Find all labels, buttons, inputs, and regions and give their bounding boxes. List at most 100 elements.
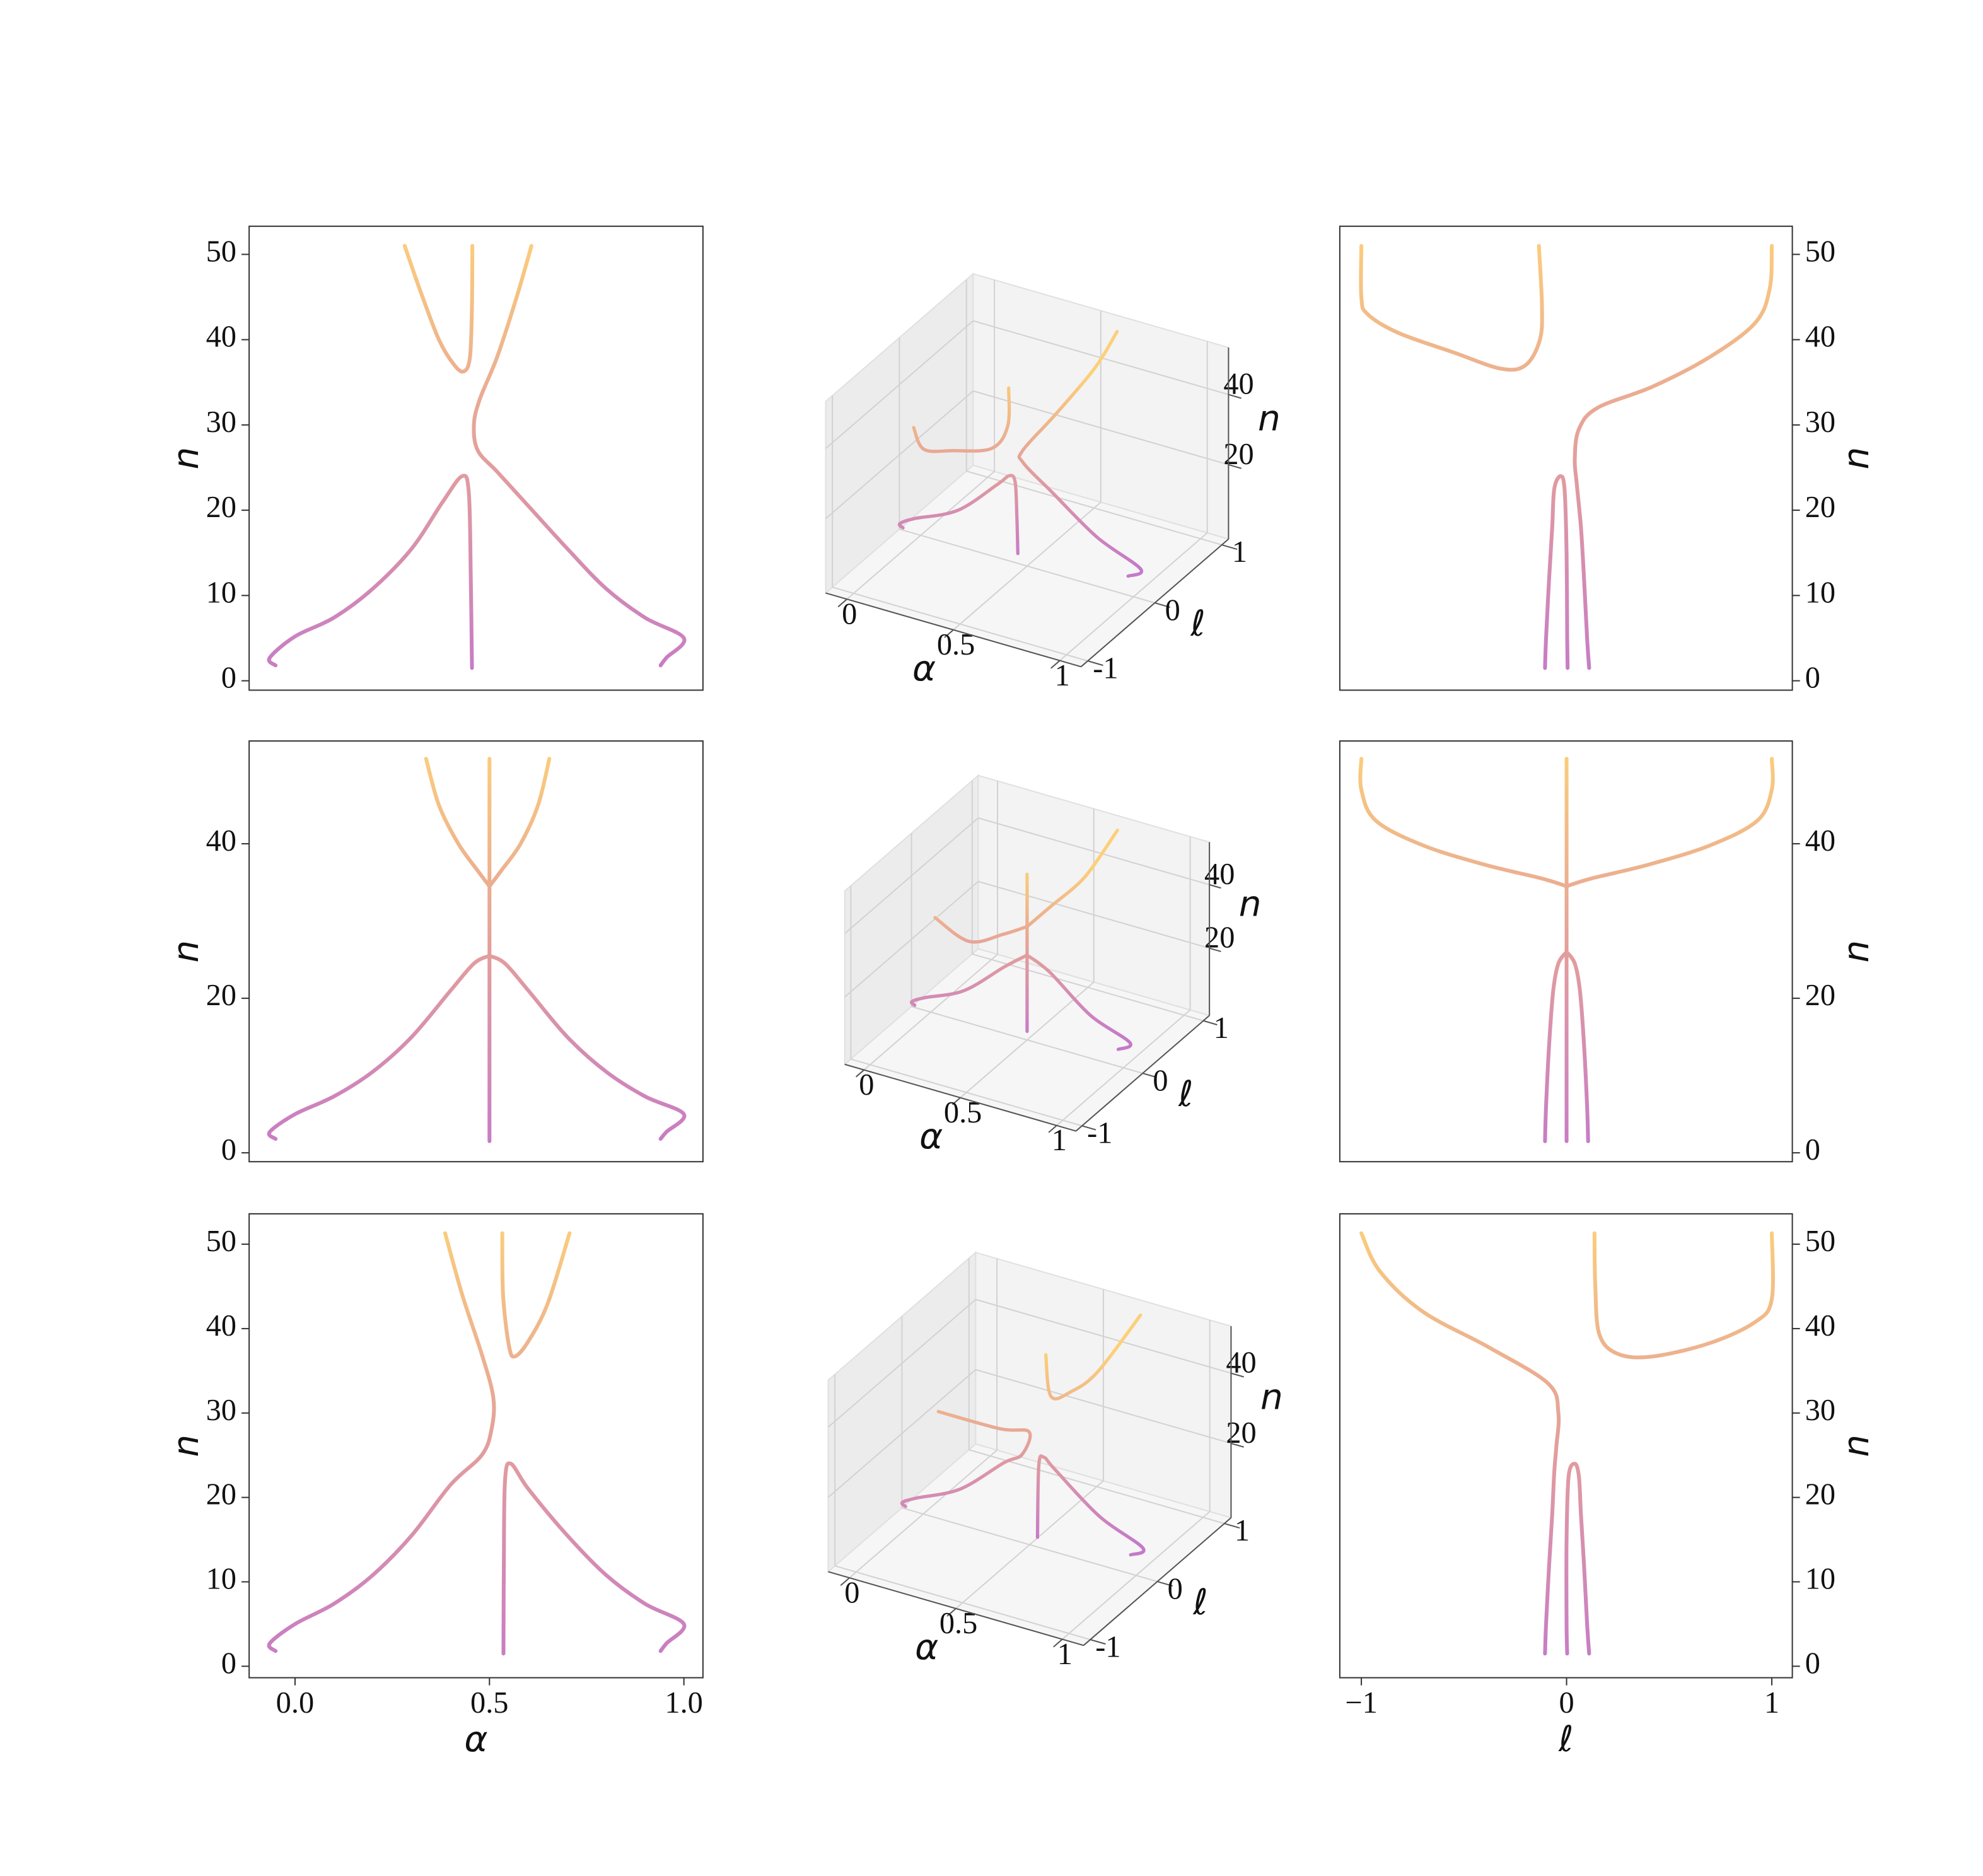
grid-line — [978, 880, 1210, 949]
x-axis-label: α — [912, 648, 936, 689]
curve — [267, 1231, 496, 1653]
curve — [402, 243, 475, 374]
plot-frame — [248, 740, 704, 1163]
y-axis-label: n — [1836, 940, 1877, 963]
curve — [1564, 1462, 1591, 1656]
x-tick-label: 0 — [859, 1068, 874, 1102]
y-tick-label: 40 — [206, 824, 236, 858]
curve — [267, 474, 474, 670]
grid-line — [973, 390, 1229, 465]
y-tick — [1090, 1639, 1106, 1645]
y-axis-label: n — [166, 940, 207, 963]
grid-line — [825, 320, 974, 449]
curve — [1573, 243, 1774, 670]
y-axis-label: ℓ — [1178, 1074, 1193, 1115]
x-axis-label: α — [915, 1627, 938, 1668]
curve — [487, 953, 687, 1141]
y-tick-label: 40 — [206, 1309, 236, 1343]
grid-line — [827, 1298, 977, 1428]
plot-frame — [248, 225, 704, 691]
y-tick-label: 10 — [206, 576, 236, 609]
y-tick-label: 30 — [1805, 405, 1835, 439]
grid-line — [902, 1507, 1158, 1583]
x-tick — [1050, 660, 1061, 669]
y-tick — [1203, 1020, 1218, 1026]
z-tick — [1231, 1442, 1244, 1448]
y-tick-label: 1 — [1232, 535, 1247, 569]
grid-line — [975, 1369, 1231, 1444]
curve — [1564, 950, 1590, 1143]
x-tick — [1048, 1125, 1057, 1133]
x-axis-line — [844, 1063, 1076, 1132]
y-axis-label: ℓ — [1192, 1582, 1207, 1623]
grid-line — [966, 470, 1223, 546]
x-axis-label: α — [919, 1116, 943, 1157]
z-axis-label: n — [1260, 1377, 1283, 1418]
x-tick-label: 0.5 — [470, 1686, 508, 1720]
y-tick — [1224, 1523, 1240, 1529]
curve — [472, 243, 687, 668]
x-tick-label: 1 — [1052, 1124, 1067, 1157]
x-tick-label: 1 — [1055, 659, 1070, 692]
x-axis-label: α — [464, 1719, 487, 1760]
plot-frame — [1339, 740, 1793, 1163]
z-tick — [1228, 393, 1242, 399]
grid-line — [827, 1369, 977, 1498]
curve — [900, 1409, 1032, 1508]
y-tick-label: 50 — [206, 235, 236, 268]
curve — [1592, 1231, 1775, 1360]
y-tick-label: -1 — [1087, 1117, 1112, 1150]
x-tick-label: 1.0 — [665, 1686, 702, 1720]
x-axis-line — [828, 1571, 1084, 1646]
curve — [267, 953, 492, 1141]
y-tick-label: -1 — [1095, 1630, 1120, 1663]
grid-line — [844, 881, 979, 998]
curve — [424, 757, 492, 888]
x-tick — [837, 598, 847, 608]
z-tick — [1228, 463, 1242, 469]
grid-line — [825, 390, 974, 520]
x-tick — [946, 1608, 957, 1617]
y-tick-label: 0 — [221, 1646, 236, 1680]
grid-line — [844, 817, 979, 935]
curve — [1017, 330, 1144, 578]
x-tick — [951, 1097, 961, 1105]
grid-line — [899, 528, 1155, 604]
y-tick-label: 0 — [1168, 1572, 1183, 1605]
y-tick-label: 0 — [1153, 1064, 1168, 1097]
y-axis-label: ℓ — [1190, 603, 1205, 644]
x-tick — [840, 1577, 850, 1587]
y-axis-label: n — [1836, 447, 1877, 470]
y-axis-label: n — [166, 447, 207, 470]
y-tick-label: 50 — [1805, 235, 1835, 268]
x-tick-label: 0.0 — [276, 1686, 314, 1720]
curve — [1025, 828, 1119, 929]
grid-line — [975, 1298, 1231, 1374]
curve — [487, 757, 552, 888]
x-tick-label: 1 — [1057, 1638, 1073, 1671]
y-tick-label: 50 — [206, 1225, 236, 1258]
y-tick-label: 0 — [221, 661, 236, 695]
x-axis-label: ℓ — [1558, 1719, 1573, 1760]
curve — [933, 916, 1029, 944]
y-tick — [1087, 660, 1103, 667]
y-tick-label: 40 — [1805, 1309, 1835, 1343]
y-tick-label: 20 — [206, 979, 236, 1012]
curve — [1359, 1231, 1561, 1656]
grid-line — [968, 1449, 1225, 1525]
x-tick — [855, 1069, 865, 1078]
y-tick — [1157, 1581, 1173, 1587]
y-axis-label: n — [166, 1435, 207, 1457]
y-tick-label: 20 — [1805, 491, 1835, 524]
z-tick — [1209, 947, 1221, 952]
curve — [910, 953, 1029, 1007]
curve — [501, 1461, 687, 1656]
y-tick — [1142, 1073, 1157, 1078]
y-axis-label: n — [1836, 1435, 1877, 1457]
y-tick-label: 50 — [1805, 1225, 1835, 1258]
y-tick — [1154, 602, 1171, 609]
curve — [1358, 757, 1569, 888]
y-tick-label: 20 — [1805, 1478, 1835, 1512]
y-tick-label: 30 — [1805, 1394, 1835, 1427]
